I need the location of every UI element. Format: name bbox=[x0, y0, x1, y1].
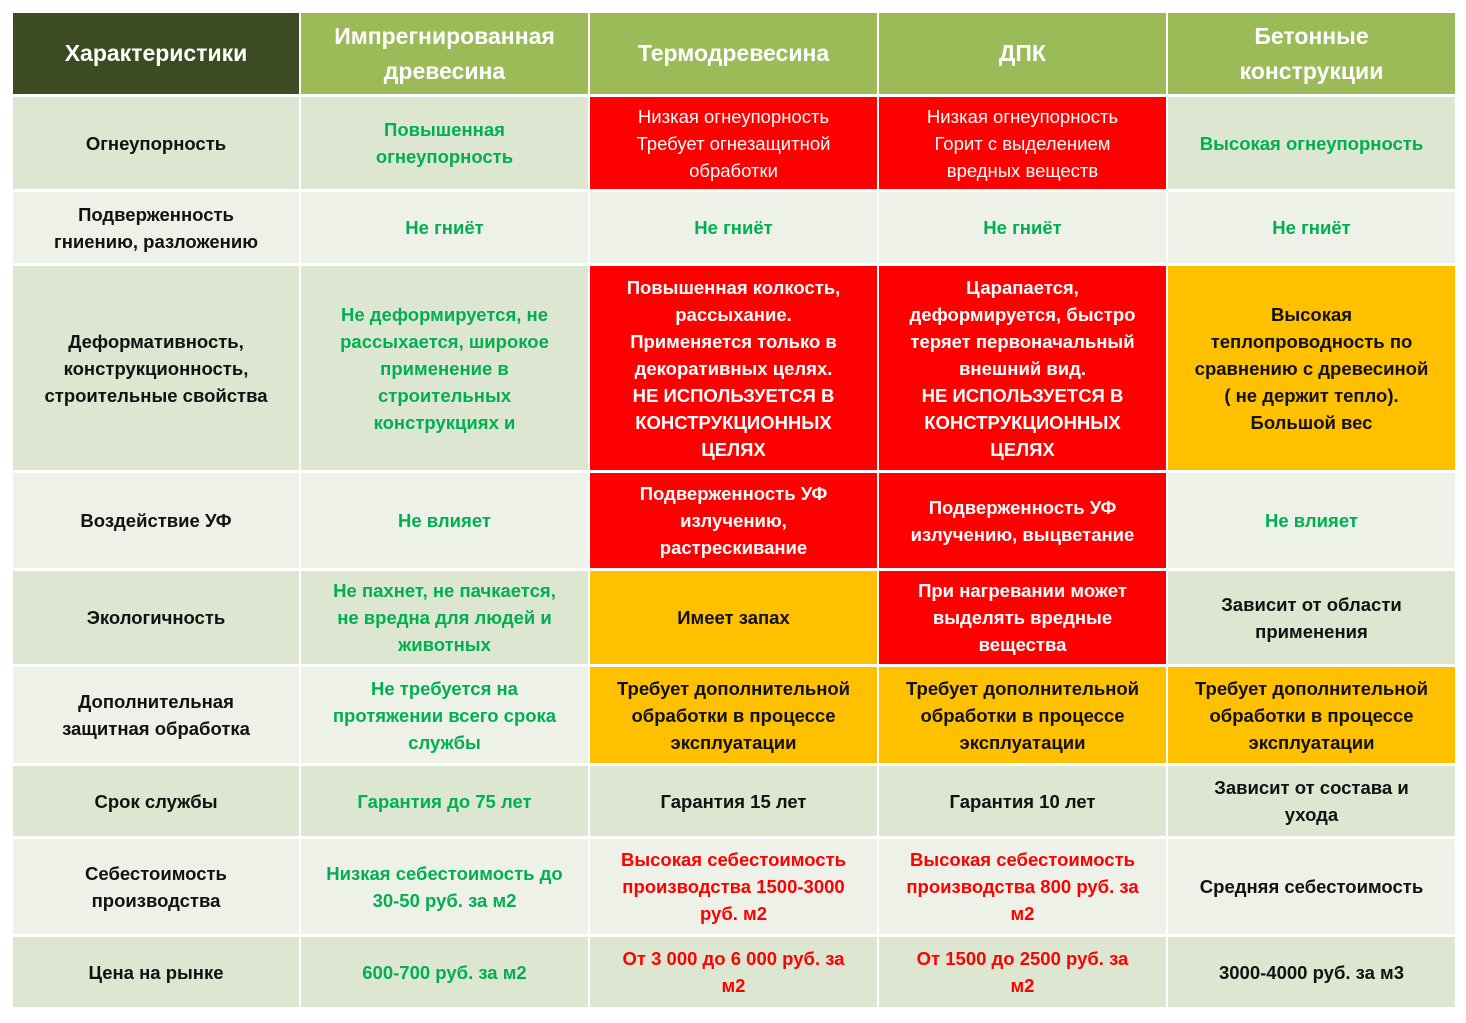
table-cell: Гарантия 15 лет bbox=[590, 766, 877, 836]
comparison-table: Характеристики Импрегнированная древесина… bbox=[13, 13, 1455, 1007]
table-cell: Не деформируется, не рассыхается, широко… bbox=[301, 266, 588, 470]
row-label: Дополнительная защитная обработка bbox=[13, 667, 299, 763]
table-cell: Не гниёт bbox=[1168, 192, 1455, 263]
table-cell: 3000-4000 руб. за м3 bbox=[1168, 937, 1455, 1007]
table-cell: Не пахнет, не пачкается, не вредна для л… bbox=[301, 571, 588, 664]
table-cell: От 1500 до 2500 руб. за м2 bbox=[879, 937, 1166, 1007]
table-cell: Не влияет bbox=[301, 473, 588, 568]
row-label: Экологичность bbox=[13, 571, 299, 664]
table-cell: Средняя себестоимость bbox=[1168, 839, 1455, 934]
table-cell: Низкая огнеупорность Требует огнезащитно… bbox=[590, 97, 877, 189]
header-characteristics: Характеристики bbox=[13, 13, 299, 94]
header-impregnated-wood: Импрегнированная древесина bbox=[301, 13, 588, 94]
table-cell: Повышенная огнеупорность bbox=[301, 97, 588, 189]
table-cell: Не гниёт bbox=[879, 192, 1166, 263]
row-label: Срок службы bbox=[13, 766, 299, 836]
table-cell: Высокая себестоимость производства 800 р… bbox=[879, 839, 1166, 934]
header-thermowood: Термодревесина bbox=[590, 13, 877, 94]
table-cell: Царапается, деформируется, быстро теряет… bbox=[879, 266, 1166, 470]
table-cell: Не гниёт bbox=[301, 192, 588, 263]
table-cell: Не влияет bbox=[1168, 473, 1455, 568]
table-cell: При нагревании может выделять вредные ве… bbox=[879, 571, 1166, 664]
table-cell: Не гниёт bbox=[590, 192, 877, 263]
table-cell: Зависит от области применения bbox=[1168, 571, 1455, 664]
row-label: Себестоимость производства bbox=[13, 839, 299, 934]
table-cell: Высокая теплопроводность по сравнению с … bbox=[1168, 266, 1455, 470]
table-cell: Низкая огнеупорность Горит с выделением … bbox=[879, 97, 1166, 189]
table-cell: Подверженность УФ излучению, выцветание bbox=[879, 473, 1166, 568]
table-cell: Низкая себестоимость до 30-50 руб. за м2 bbox=[301, 839, 588, 934]
table-cell: Зависит от состава и ухода bbox=[1168, 766, 1455, 836]
row-label: Деформативность, конструкционность, стро… bbox=[13, 266, 299, 470]
table-cell: От 3 000 до 6 000 руб. за м2 bbox=[590, 937, 877, 1007]
table-cell: Гарантия 10 лет bbox=[879, 766, 1166, 836]
table-cell: Требует дополнительной обработки в проце… bbox=[1168, 667, 1455, 763]
header-concrete: Бетонные конструкции bbox=[1168, 13, 1455, 94]
table-cell: Высокая себестоимость производства 1500-… bbox=[590, 839, 877, 934]
table-cell: Требует дополнительной обработки в проце… bbox=[590, 667, 877, 763]
table-cell: Имеет запах bbox=[590, 571, 877, 664]
row-label: Цена на рынке bbox=[13, 937, 299, 1007]
table-cell: Повышенная колкость, рассыхание. Применя… bbox=[590, 266, 877, 470]
row-label: Огнеупорность bbox=[13, 97, 299, 189]
row-label: Подверженность гниению, разложению bbox=[13, 192, 299, 263]
row-label: Воздействие УФ bbox=[13, 473, 299, 568]
table-cell: 600-700 руб. за м2 bbox=[301, 937, 588, 1007]
table-cell: Требует дополнительной обработки в проце… bbox=[879, 667, 1166, 763]
table-cell: Гарантия до 75 лет bbox=[301, 766, 588, 836]
table-cell: Не требуется на протяжении всего срока с… bbox=[301, 667, 588, 763]
table-cell: Высокая огнеупорность bbox=[1168, 97, 1455, 189]
header-wpc: ДПК bbox=[879, 13, 1166, 94]
table-cell: Подверженность УФ излучению, растрескива… bbox=[590, 473, 877, 568]
